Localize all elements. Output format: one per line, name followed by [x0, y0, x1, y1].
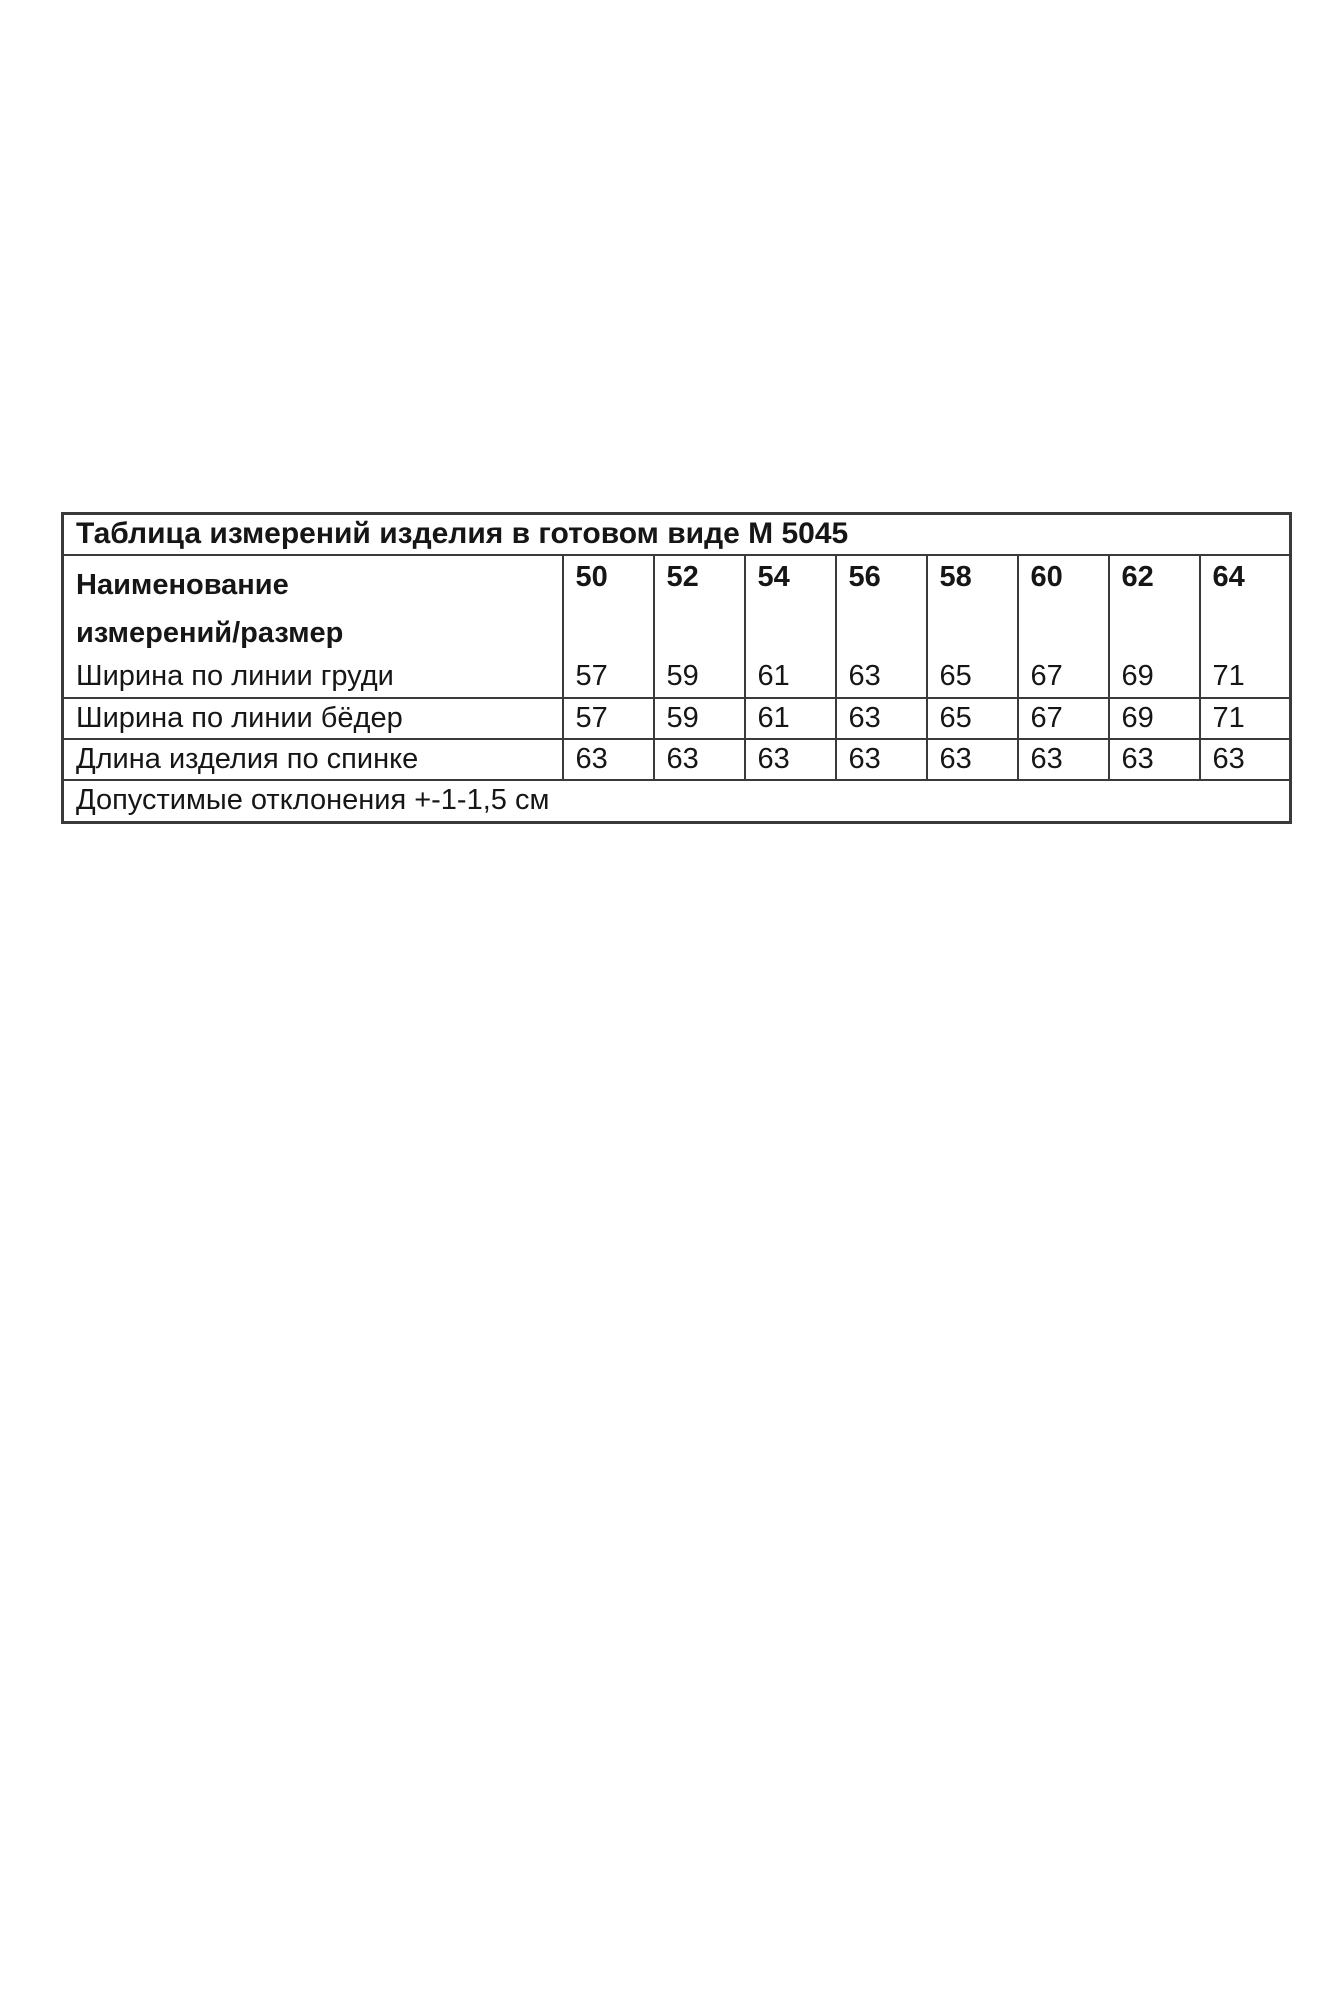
table-row-chest-width: Ширина по линии груди 57 59 61 63 65 67 … [62, 656, 1291, 699]
size-column-header-58: 58 [925, 554, 1018, 657]
row-label: Ширина по линии груди [62, 656, 563, 699]
table-header-row: Наименование измерений/размер 50 52 54 5… [63, 554, 1291, 657]
header-name-cell: Наименование измерений/размер [63, 555, 563, 657]
value-cell: 63 [652, 738, 745, 781]
value-cell: 63 [834, 738, 927, 781]
size-column-header-52: 52 [652, 554, 745, 657]
value-cell: 63 [1107, 738, 1200, 781]
row-label: Длина изделия по спинке [62, 738, 563, 781]
row-label: Ширина по линии бёдер [62, 697, 563, 740]
value-cell: 59 [652, 697, 745, 740]
value-cell: 57 [561, 697, 654, 740]
table-row-back-length: Длина изделия по спинке 63 63 63 63 63 6… [62, 738, 1291, 781]
value-cell: 71 [1198, 656, 1291, 699]
tolerance-note: Допустимые отклонения +-1-1,5 см [76, 784, 550, 817]
header-name-line1: Наименование [76, 568, 289, 601]
value-cell: 71 [1198, 697, 1291, 740]
value-cell: 67 [1016, 697, 1109, 740]
value-cell: 63 [1198, 738, 1291, 781]
size-column-header-50: 50 [561, 554, 654, 657]
table-title: Таблица измерений изделия в готовом виде… [62, 513, 1291, 556]
value-cell: 61 [743, 697, 836, 740]
value-cell: 61 [743, 656, 836, 699]
value-cell: 69 [1107, 656, 1200, 699]
value-cell: 63 [925, 738, 1018, 781]
value-cell: 63 [834, 697, 927, 740]
value-cell: 65 [925, 656, 1018, 699]
value-cell: 63 [1016, 738, 1109, 781]
size-column-header-54: 54 [743, 554, 836, 657]
header-name-line2: измерений/размер [76, 616, 344, 649]
value-cell: 63 [834, 656, 927, 699]
size-column-header-56: 56 [834, 554, 927, 657]
value-cell: 63 [743, 738, 836, 781]
value-cell: 67 [1016, 656, 1109, 699]
table-footer-row: Допустимые отклонения +-1-1,5 см [63, 780, 1291, 823]
size-column-header-62: 62 [1107, 554, 1200, 657]
value-cell: 57 [561, 656, 654, 699]
size-column-header-64: 64 [1198, 554, 1291, 657]
table-row-hip-width: Ширина по линии бёдер 57 59 61 63 65 67 … [62, 697, 1291, 740]
size-column-header-60: 60 [1016, 554, 1109, 657]
size-table: Таблица измерений изделия в готовом виде… [61, 512, 1293, 824]
value-cell: 69 [1107, 697, 1200, 740]
value-cell: 59 [652, 656, 745, 699]
value-cell: 63 [561, 738, 654, 781]
value-cell: 65 [925, 697, 1018, 740]
table-title-row: Таблица измерений изделия в готовом виде… [62, 513, 1291, 556]
